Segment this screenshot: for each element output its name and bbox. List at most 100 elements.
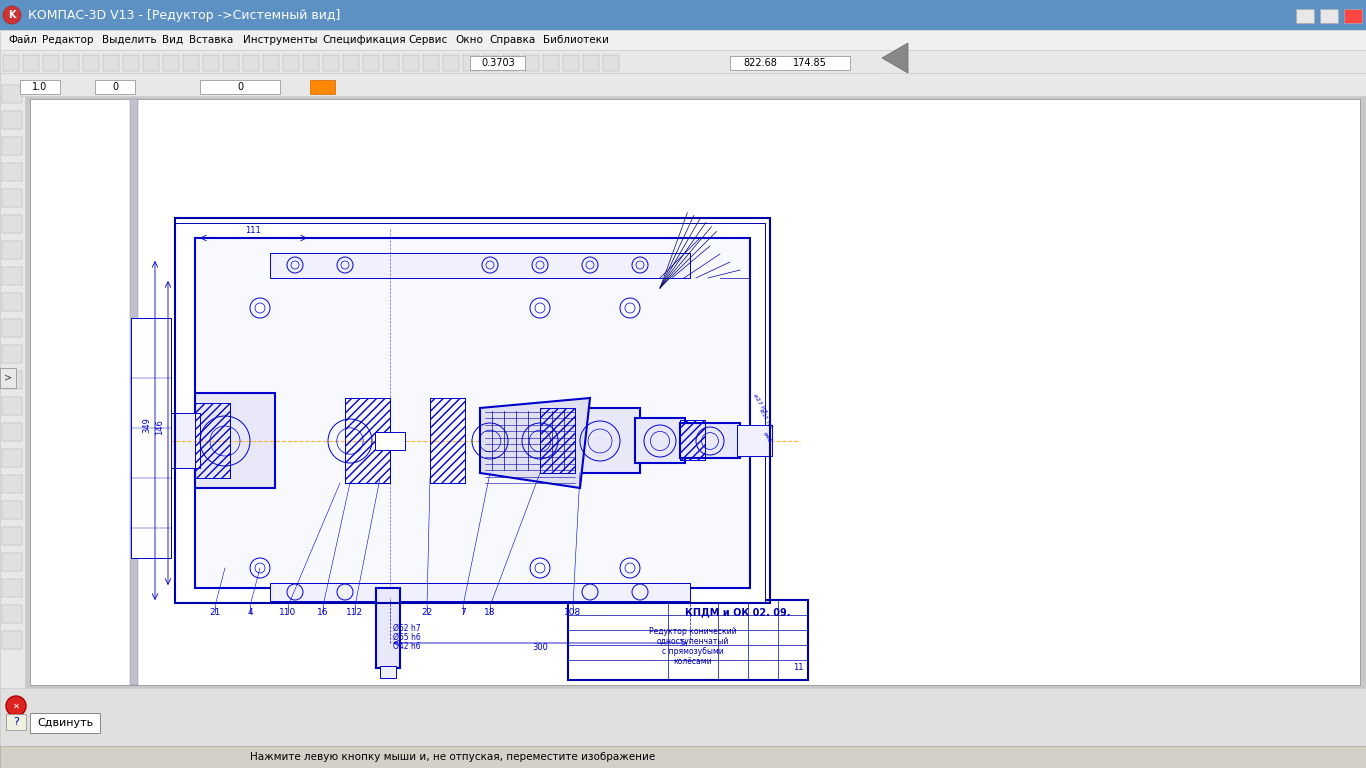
Bar [175, 218, 770, 603]
Text: 22: 22 [421, 608, 433, 617]
Text: 349: 349 [142, 417, 152, 433]
Text: 300: 300 [533, 643, 548, 652]
Bar [503, 55, 519, 71]
Text: КОМПАС-3D V13 - [Редуктор ->Системный вид]: КОМПАС-3D V13 - [Редуктор ->Системный ви… [27, 8, 340, 22]
Bar [1320, 9, 1339, 23]
Bar [0, 50, 1366, 73]
Text: Файл: Файл [8, 35, 37, 45]
Bar [680, 420, 705, 460]
Text: ✕: ✕ [12, 701, 19, 710]
Bar [223, 55, 239, 71]
Bar [1, 579, 22, 597]
Text: 1.0: 1.0 [33, 82, 48, 92]
Bar [363, 55, 378, 71]
Bar [346, 398, 391, 483]
Bar [1, 371, 22, 389]
Bar [343, 55, 359, 71]
Text: 111: 111 [245, 226, 261, 235]
Bar [1, 345, 22, 363]
Bar [680, 420, 705, 460]
Bar [1, 85, 22, 103]
Bar [1, 527, 22, 545]
Text: Выделить: Выделить [102, 35, 157, 45]
Text: 16: 16 [317, 608, 329, 617]
Bar [523, 55, 540, 71]
Bar [470, 56, 525, 70]
Bar [0, 746, 1366, 768]
Bar [1, 319, 22, 337]
Text: 4: 4 [247, 608, 253, 617]
Bar [270, 583, 690, 601]
Text: 0: 0 [236, 82, 243, 92]
Text: с прямозубыми: с прямозубыми [663, 647, 724, 657]
Bar [463, 55, 479, 71]
Polygon shape [479, 398, 590, 488]
Bar [139, 413, 199, 468]
Text: ?: ? [14, 717, 19, 727]
Bar [1, 111, 22, 129]
Bar [1344, 9, 1362, 23]
Text: Вид: Вид [163, 35, 183, 45]
Text: 174.85: 174.85 [794, 58, 826, 68]
Bar [143, 55, 158, 71]
Text: 11: 11 [792, 663, 803, 671]
Text: Справка: Справка [489, 35, 535, 45]
Bar [1, 449, 22, 467]
Bar [0, 0, 1366, 30]
Bar [25, 96, 1366, 688]
Bar [322, 55, 339, 71]
Bar [602, 55, 619, 71]
Bar [563, 55, 579, 71]
Bar [42, 55, 59, 71]
Text: 21: 21 [209, 608, 221, 617]
Text: Редуктор конический: Редуктор конический [649, 627, 736, 637]
Text: Ø65 h6: Ø65 h6 [393, 633, 421, 642]
Bar [204, 55, 219, 71]
Text: Спецификация: Спецификация [322, 35, 406, 45]
Bar [1, 215, 22, 233]
Bar [484, 55, 499, 71]
Text: >: > [4, 373, 12, 383]
Bar [30, 99, 1361, 685]
Bar [1, 553, 22, 571]
Bar [30, 713, 100, 733]
Bar [3, 55, 19, 71]
Text: 146: 146 [156, 419, 164, 435]
Bar [183, 55, 199, 71]
Bar [0, 95, 25, 688]
Text: Нажмите левую кнопку мыши и, не отпуская, переместите изображение: Нажмите левую кнопку мыши и, не отпуская… [250, 752, 656, 762]
Bar [199, 80, 280, 94]
Bar [0, 368, 16, 388]
Text: 18: 18 [485, 608, 496, 617]
Bar [20, 80, 60, 94]
Text: Инструменты: Инструменты [243, 35, 317, 45]
Bar [195, 403, 229, 478]
Bar [376, 588, 400, 668]
Text: ø40: ø40 [762, 432, 772, 444]
Circle shape [5, 696, 26, 716]
Text: Редактор: Редактор [42, 35, 93, 45]
Bar [83, 55, 98, 71]
Bar [544, 55, 559, 71]
Text: 822.68: 822.68 [743, 58, 777, 68]
Bar [243, 55, 260, 71]
Text: Ö42 h6: Ö42 h6 [393, 642, 421, 651]
Bar [1, 475, 22, 493]
Bar [303, 55, 320, 71]
Text: Библиотеки: Библиотеки [544, 35, 609, 45]
Bar [131, 318, 171, 558]
Text: 7: 7 [460, 608, 466, 617]
Bar [23, 55, 40, 71]
Circle shape [3, 6, 20, 24]
Text: Сервис: Сервис [408, 35, 448, 45]
Bar [195, 393, 275, 488]
Bar [0, 0, 1366, 30]
Bar [540, 408, 575, 473]
Text: Сдвинуть: Сдвинуть [37, 718, 93, 728]
Bar [163, 55, 179, 71]
Bar [96, 80, 135, 94]
Text: ø27 h7: ø27 h7 [753, 392, 768, 414]
Text: Ø62 h7: Ø62 h7 [393, 624, 421, 633]
Bar [376, 432, 404, 450]
Bar [175, 223, 765, 603]
